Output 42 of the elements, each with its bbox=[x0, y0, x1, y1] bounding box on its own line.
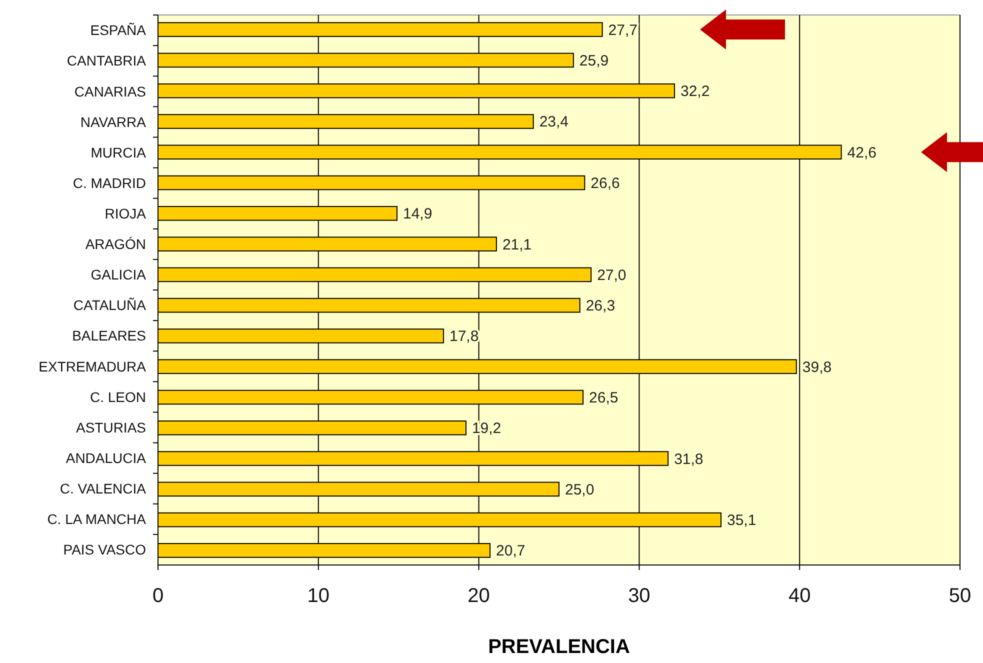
data-label: 27,7 bbox=[608, 22, 638, 39]
x-tick-label: 0 bbox=[152, 585, 164, 607]
y-tick-label: PAIS VASCO bbox=[63, 542, 146, 558]
data-label: 26,5 bbox=[589, 389, 618, 406]
y-tick-label: CANTABRIA bbox=[66, 52, 147, 69]
data-label: 26,6 bbox=[590, 175, 620, 192]
y-tick-label: ESPAÑA bbox=[90, 22, 147, 38]
data-label: 14,9 bbox=[402, 206, 432, 223]
y-tick-label: CANARIAS bbox=[74, 83, 146, 100]
x-tick-label: 40 bbox=[788, 585, 811, 607]
y-tick-label: BALEARES bbox=[72, 328, 146, 344]
x-axis-title: PREVALENCIA bbox=[488, 636, 630, 658]
x-tick-label: 10 bbox=[307, 585, 330, 607]
y-tick-label: CATALUÑA bbox=[73, 297, 147, 314]
data-label: 17,8 bbox=[450, 328, 479, 346]
y-tick-label: RIOJA bbox=[104, 206, 147, 222]
data-label: 32,2 bbox=[680, 83, 710, 100]
data-label: 21,1 bbox=[502, 236, 532, 254]
x-tick-label: 30 bbox=[628, 585, 650, 607]
y-tick-label: EXTREMADURA bbox=[38, 358, 147, 374]
data-label: 25,9 bbox=[579, 52, 609, 70]
data-label: 35,1 bbox=[727, 512, 756, 530]
data-label: 42,6 bbox=[847, 144, 877, 162]
x-tick-label: 50 bbox=[948, 585, 972, 607]
y-tick-label: C. LA MANCHA bbox=[47, 511, 147, 528]
y-tick-label: ARAGÓN bbox=[85, 236, 146, 252]
y-tick-label: MURCIA bbox=[90, 144, 147, 160]
y-tick-label: NAVARRA bbox=[80, 114, 147, 130]
data-label: 26,3 bbox=[586, 298, 616, 315]
data-label: 31,8 bbox=[674, 450, 704, 468]
data-label: 20,7 bbox=[496, 542, 526, 560]
y-tick-label: GALICIA bbox=[90, 266, 147, 283]
y-tick-label: ASTURIAS bbox=[76, 419, 146, 436]
y-tick-label: C. MADRID bbox=[72, 174, 146, 191]
y-tick-label: C. VALENCIA bbox=[60, 480, 147, 497]
y-tick-label: ANDALUCIA bbox=[66, 450, 147, 466]
data-label: 23,4 bbox=[539, 114, 569, 131]
x-tick-label: 20 bbox=[468, 585, 490, 607]
data-label: 39,8 bbox=[802, 358, 832, 376]
data-label: 25,0 bbox=[565, 481, 594, 498]
data-label: 27,0 bbox=[597, 266, 626, 284]
y-tick-label: C. LEON bbox=[90, 388, 146, 405]
